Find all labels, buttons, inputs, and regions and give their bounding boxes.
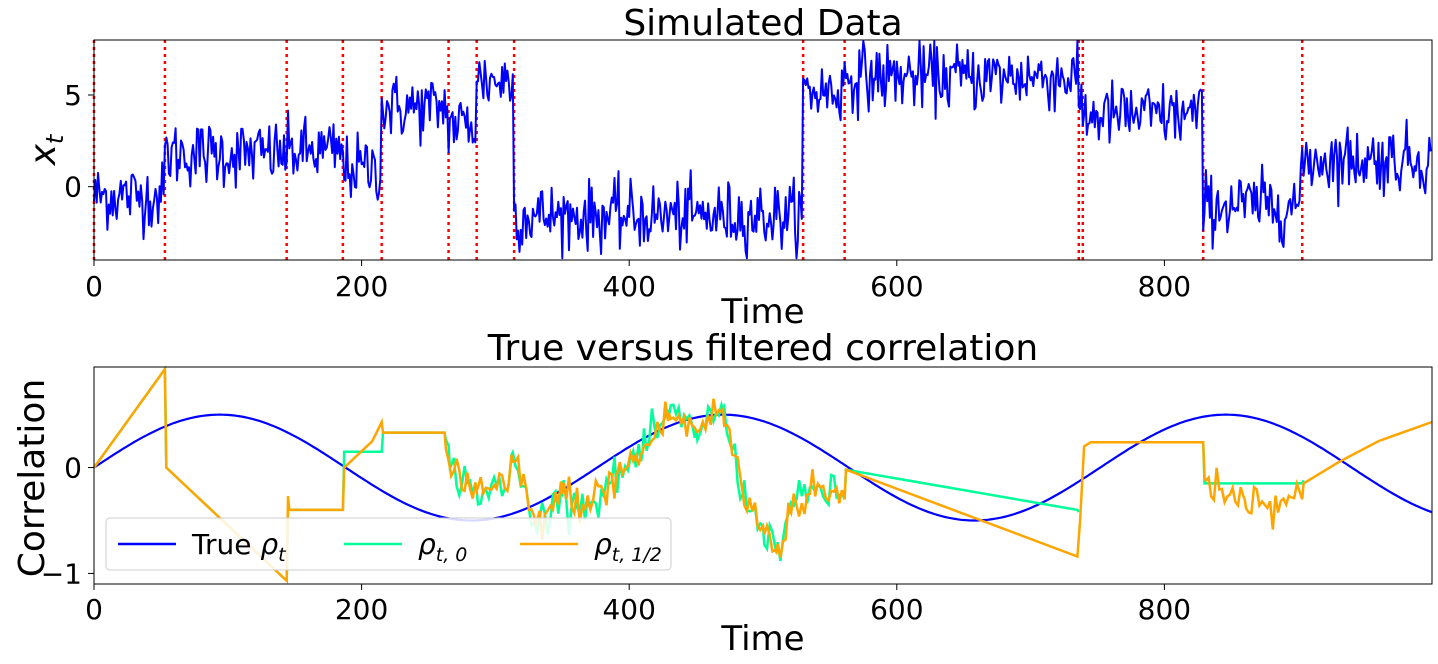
x-tick-label: 200 — [335, 593, 388, 626]
simulated-data-panel: Simulated Data 0 200 400 600 800 0 5 Time xt — [23, 3, 1433, 332]
x-tick-label: 600 — [870, 270, 923, 303]
correlation-panel: True versus filtered correlation 0 200 400… — [12, 328, 1433, 659]
y-tick-label: 0 — [64, 171, 82, 204]
x-tick-label: 0 — [85, 270, 103, 303]
legend-label: ρt, 0 — [418, 528, 467, 566]
svg-text:xt: xt — [23, 133, 69, 166]
x-tick-label: 800 — [1138, 270, 1191, 303]
top-frame — [93, 39, 1433, 261]
legend-label: True ρt — [191, 528, 287, 566]
top-ylabel: xt — [23, 133, 69, 166]
x-tick-label: 800 — [1138, 593, 1191, 626]
top-xlabel: Time — [720, 292, 804, 332]
y-tick-label: 0 — [64, 452, 82, 485]
y-tick-label: 5 — [64, 79, 82, 112]
x-tick-label: 0 — [85, 593, 103, 626]
y-tick-label: −1 — [41, 557, 82, 590]
legend-label: ρt, 1/2 — [594, 528, 662, 566]
x-tick-label: 400 — [602, 270, 655, 303]
series-rho-thalf-line — [92, 365, 1433, 584]
bottom-xlabel: Time — [720, 619, 804, 659]
series-x-t-line — [93, 39, 1432, 260]
bottom-ylabel: Correlation — [12, 379, 53, 578]
x-tick-label: 600 — [870, 593, 923, 626]
bottom-frame — [93, 366, 1433, 585]
top-title: Simulated Data — [623, 3, 902, 44]
x-tick-label: 400 — [602, 593, 655, 626]
bottom-title: True versus filtered correlation — [487, 328, 1039, 369]
series-true-rho-line — [93, 413, 1433, 522]
x-tick-label: 200 — [335, 270, 388, 303]
legend: True ρt ρt, 0 ρt, 1/2 — [105, 517, 672, 571]
